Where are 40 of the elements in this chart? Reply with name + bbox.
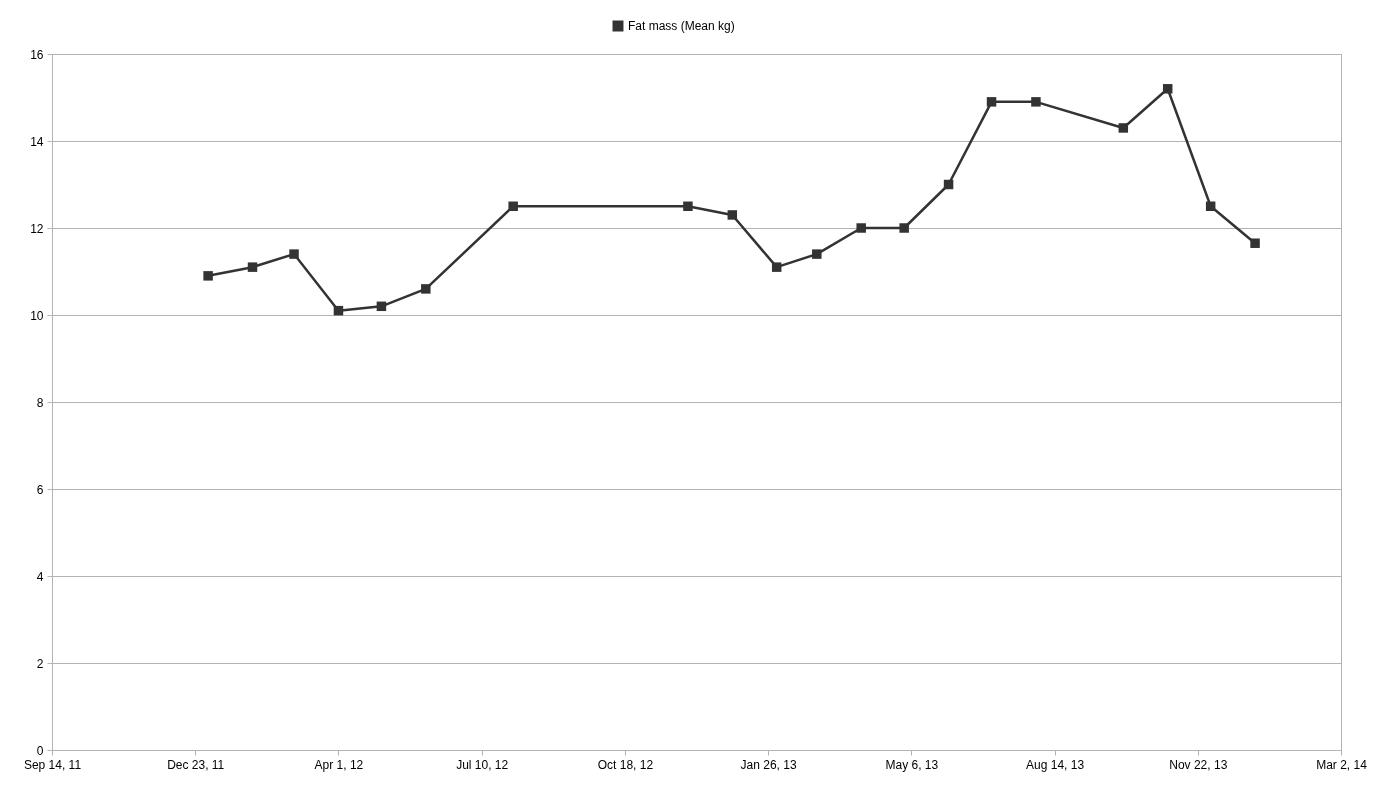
point [727,210,738,220]
x-tick-label: Sep 14, 11 [23,757,82,772]
point [1031,97,1041,107]
point [943,179,954,190]
y-tick-label: 0 [36,743,44,758]
point [1162,84,1173,94]
point [1118,123,1129,133]
x-tick-label: Dec 23, 11 [167,757,225,772]
point [289,249,299,259]
point [333,305,344,316]
x-tick-label: Oct 18, 12 [597,757,654,772]
point [376,301,387,312]
point [247,262,258,272]
point [986,97,997,107]
y-tick-label: 8 [36,395,44,410]
y-tick-label: 2 [36,656,44,671]
point [856,223,866,233]
x-tick-label: Jul 10, 12 [456,757,509,772]
y-tick-label: 12 [30,221,44,236]
point [508,201,518,211]
point [683,201,693,211]
point [899,223,909,233]
x-tick-label: May 6, 13 [885,757,939,772]
point [771,262,782,272]
y-tick-label: 10 [30,308,44,323]
y-tick-label: 6 [36,482,44,497]
point [421,284,431,294]
point [1205,201,1216,211]
point [1250,238,1260,248]
point [203,271,213,281]
x-tick-label: Nov 22, 13 [1169,757,1228,772]
y-tick-label: 14 [30,134,44,149]
y-tick-label: 4 [36,569,44,584]
x-tick-label: Aug 14, 13 [1026,757,1085,772]
point [812,249,822,259]
x-tick-label: Apr 1, 12 [314,757,364,772]
x-tick-label: Jan 26, 13 [740,757,797,772]
legend-label: Fat mass (Mean kg) [628,19,735,33]
y-tick-label: 16 [30,47,44,62]
x-tick-label: Mar 2, 14 [1316,757,1368,772]
